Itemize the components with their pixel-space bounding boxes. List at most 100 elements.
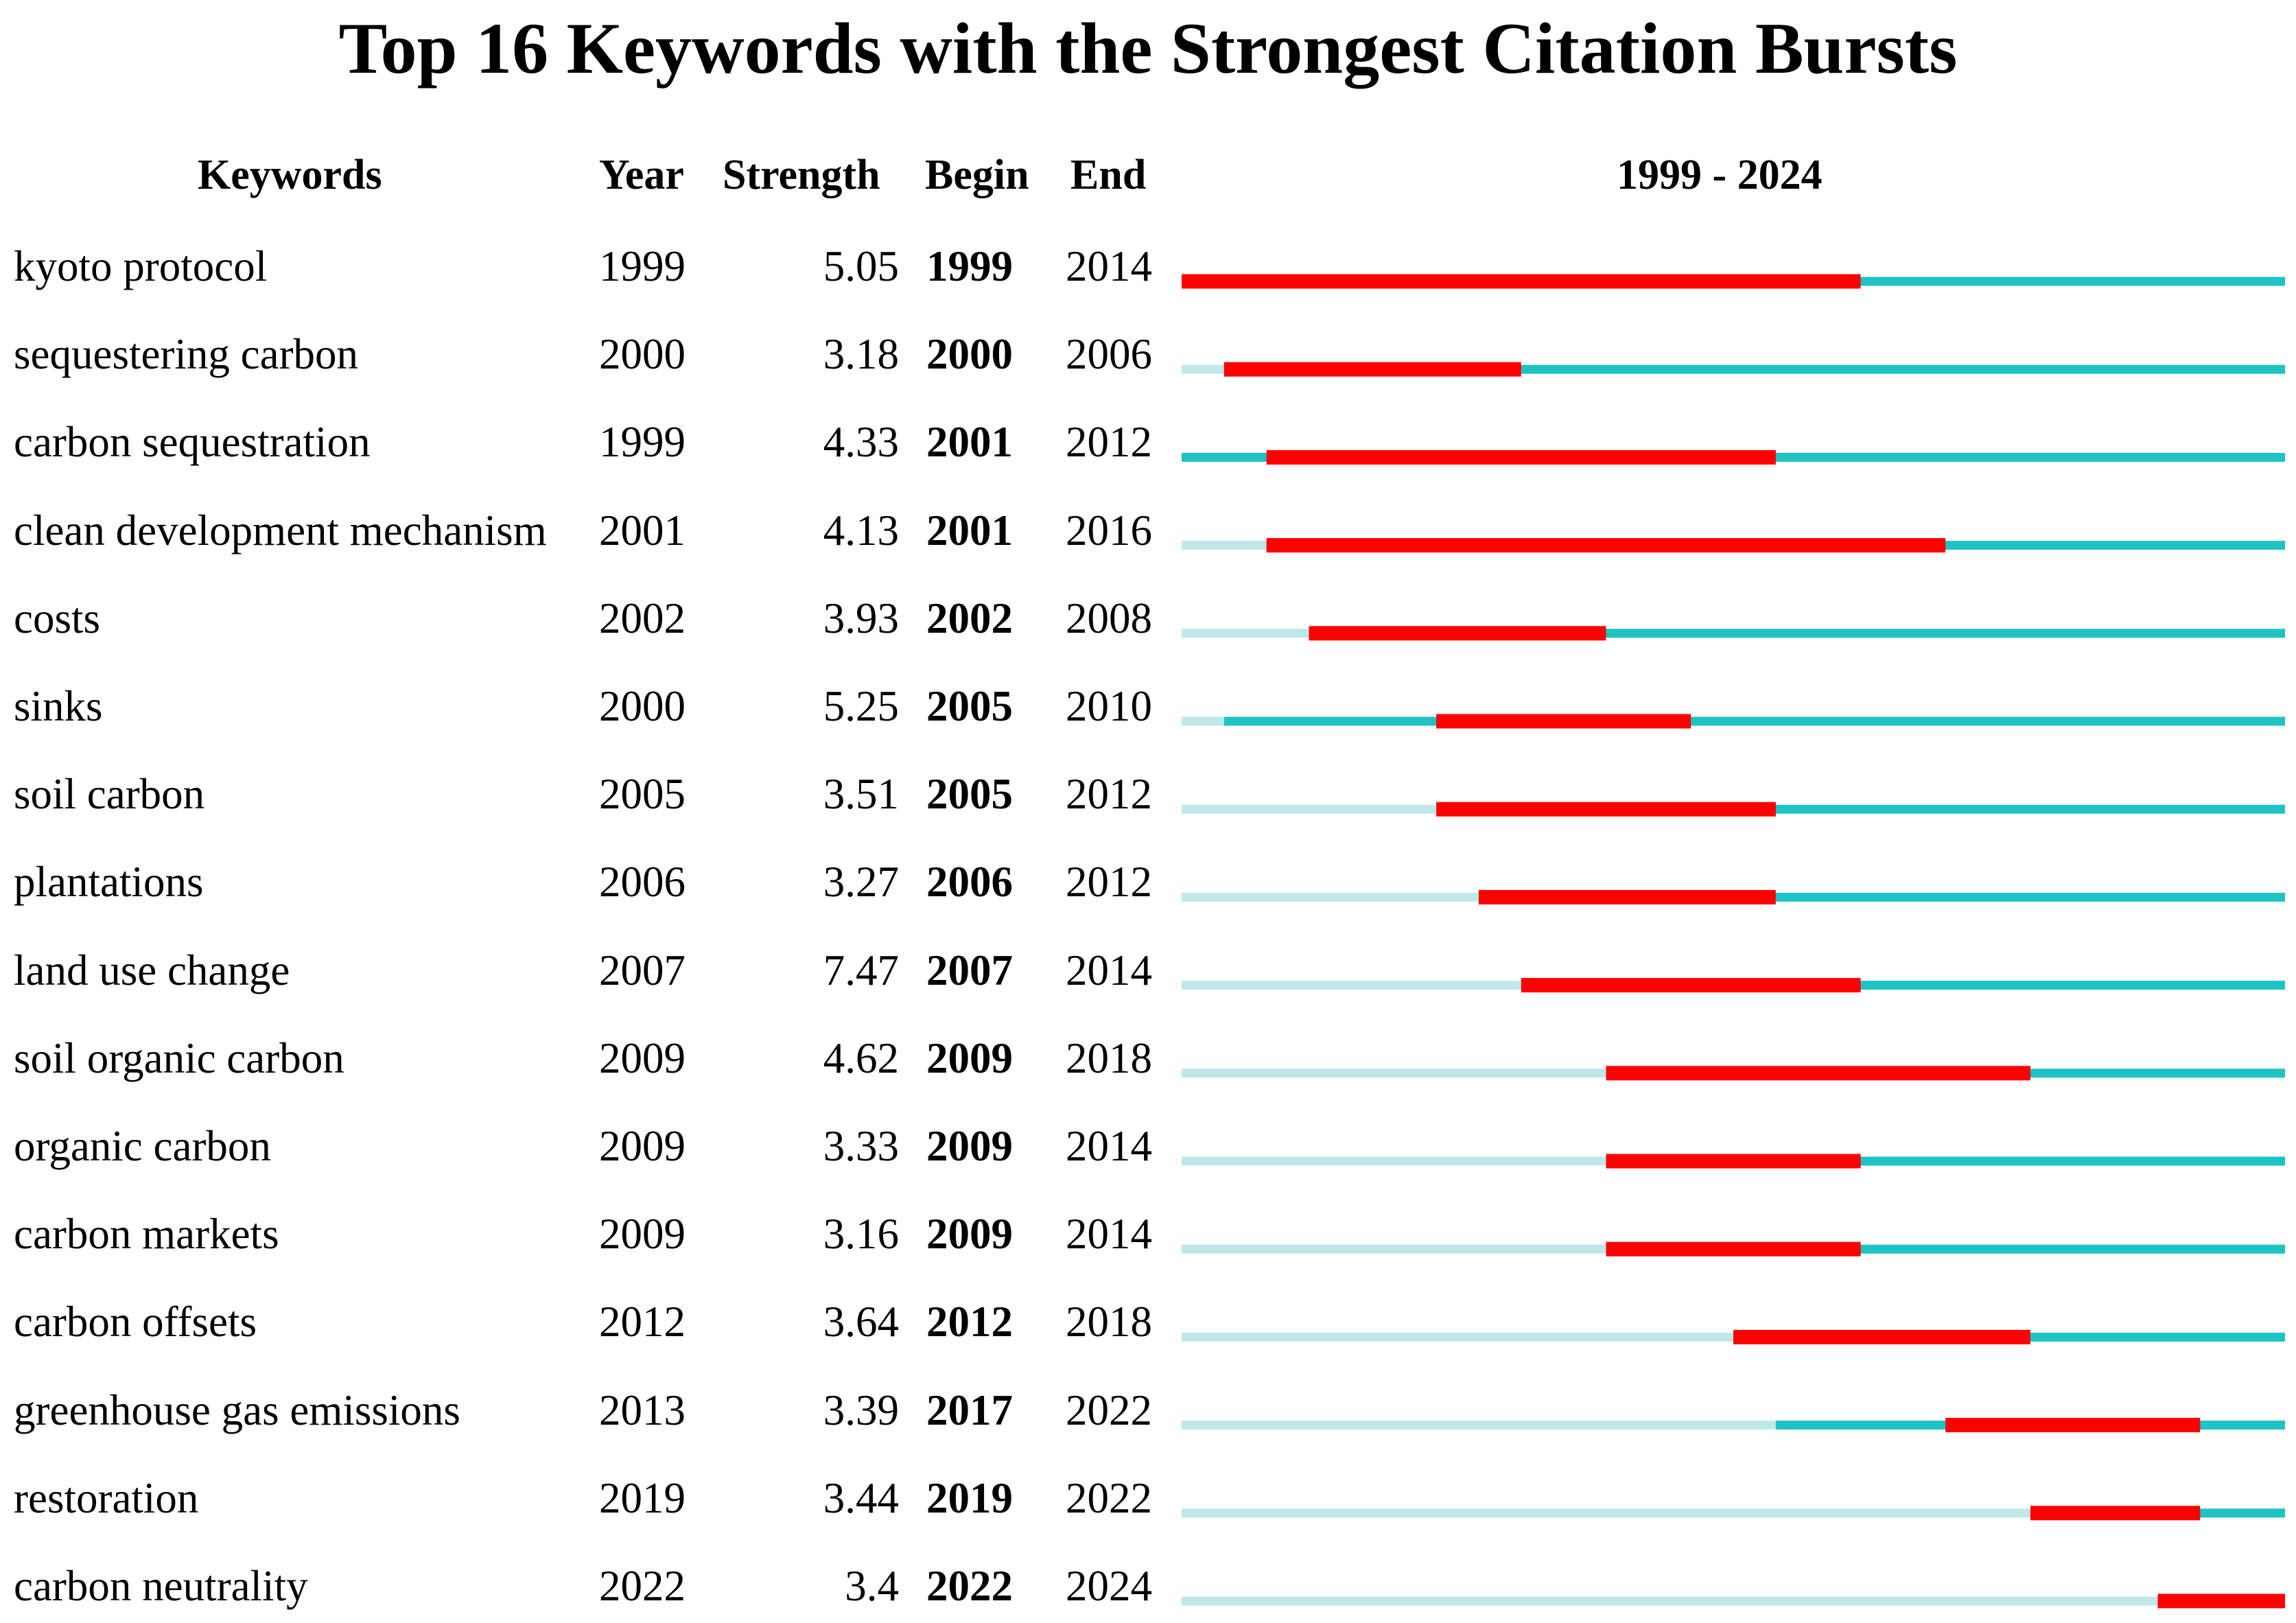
end-cell: 2012 [1066, 858, 1152, 907]
end-cell: 2012 [1066, 418, 1152, 467]
inactive-segment [1182, 364, 1224, 374]
begin-cell: 2007 [926, 946, 1013, 994]
burst-segment [1733, 1329, 2030, 1344]
column-header-year: Year [599, 152, 684, 198]
end-cell: 2014 [1066, 1122, 1152, 1170]
strength-cell: 5.25 [823, 682, 899, 730]
end-cell: 2006 [1066, 330, 1152, 379]
begin-cell: 2017 [926, 1386, 1013, 1434]
end-cell: 2016 [1066, 506, 1152, 554]
burst-segment [1436, 802, 1776, 817]
end-cell: 2012 [1066, 770, 1152, 819]
year-cell: 2006 [599, 858, 686, 907]
inactive-segment [1182, 629, 1309, 638]
keyword-cell: carbon markets [14, 1210, 279, 1259]
column-header-keywords: Keywords [198, 152, 382, 198]
strength-cell: 3.27 [823, 858, 899, 907]
inactive-segment [1182, 981, 1521, 990]
keyword-cell: carbon sequestration [14, 418, 371, 467]
inactive-segment [1182, 1244, 1606, 1254]
end-cell: 2022 [1066, 1473, 1152, 1522]
keyword-cell: clean development mechanism [14, 506, 547, 554]
end-cell: 2024 [1066, 1562, 1152, 1610]
keyword-cell: carbon neutrality [14, 1562, 308, 1610]
end-cell: 2014 [1066, 1210, 1152, 1259]
strength-cell: 7.47 [823, 946, 899, 994]
strength-cell: 3.18 [823, 330, 899, 379]
strength-cell: 3.33 [823, 1122, 899, 1170]
end-cell: 2014 [1066, 946, 1152, 994]
end-cell: 2018 [1066, 1298, 1152, 1346]
end-cell: 2018 [1066, 1034, 1152, 1082]
begin-cell: 2009 [926, 1034, 1013, 1082]
strength-cell: 4.33 [823, 418, 899, 467]
year-cell: 2001 [599, 506, 686, 554]
begin-cell: 2001 [926, 418, 1013, 467]
begin-cell: 2009 [926, 1122, 1013, 1170]
keyword-cell: greenhouse gas emissions [14, 1386, 460, 1434]
year-cell: 1999 [599, 242, 686, 290]
begin-cell: 2005 [926, 682, 1013, 730]
begin-cell: 1999 [926, 242, 1013, 290]
chart-title: Top 16 Keywords with the Strongest Citat… [338, 8, 1958, 89]
year-cell: 2009 [599, 1122, 686, 1170]
strength-cell: 3.39 [823, 1386, 899, 1434]
end-cell: 2010 [1066, 682, 1152, 730]
year-cell: 2009 [599, 1210, 686, 1259]
burst-segment [1478, 889, 1776, 904]
strength-cell: 3.4 [845, 1562, 899, 1610]
inactive-segment [1182, 541, 1267, 550]
active-segment [1223, 716, 2285, 726]
begin-cell: 2022 [926, 1562, 1013, 1610]
strength-cell: 3.51 [823, 770, 899, 819]
year-cell: 2002 [599, 594, 686, 642]
year-cell: 2005 [599, 770, 686, 819]
end-cell: 2014 [1066, 242, 1152, 290]
burst-segment [1521, 978, 1861, 993]
inactive-segment [1182, 804, 1437, 814]
strength-cell: 4.62 [823, 1034, 899, 1082]
strength-cell: 3.16 [823, 1210, 899, 1259]
column-header-time-range: 1999 - 2024 [1617, 152, 1823, 198]
strength-cell: 3.64 [823, 1298, 899, 1346]
inactive-segment [1182, 1596, 2158, 1606]
keyword-cell: land use change [14, 946, 290, 994]
begin-cell: 2012 [926, 1298, 1013, 1346]
begin-cell: 2019 [926, 1473, 1013, 1522]
strength-cell: 5.05 [823, 242, 899, 290]
burst-segment [1266, 538, 1946, 553]
end-cell: 2008 [1066, 594, 1152, 642]
begin-cell: 2005 [926, 770, 1013, 819]
burst-segment [1945, 1418, 2201, 1433]
keyword-cell: soil carbon [14, 770, 205, 819]
begin-cell: 2000 [926, 330, 1013, 379]
keyword-cell: organic carbon [14, 1122, 271, 1170]
begin-cell: 2002 [926, 594, 1013, 642]
burst-segment [1606, 1154, 1861, 1169]
begin-cell: 2006 [926, 858, 1013, 907]
year-cell: 2013 [599, 1386, 686, 1434]
year-cell: 2009 [599, 1034, 686, 1082]
year-cell: 2000 [599, 682, 686, 730]
inactive-segment [1182, 716, 1224, 726]
keyword-cell: carbon offsets [14, 1298, 257, 1346]
year-cell: 1999 [599, 418, 686, 467]
burst-segment [1606, 1241, 1861, 1257]
inactive-segment [1182, 892, 1479, 902]
strength-cell: 3.44 [823, 1473, 899, 1522]
column-header-end: End [1070, 152, 1147, 198]
begin-cell: 2009 [926, 1210, 1013, 1259]
strength-cell: 4.13 [823, 506, 899, 554]
keyword-cell: plantations [14, 858, 204, 907]
burst-segment [1436, 714, 1691, 729]
begin-cell: 2001 [926, 506, 1013, 554]
burst-segment [1182, 274, 1861, 289]
inactive-segment [1182, 1332, 1733, 1342]
inactive-segment [1182, 1069, 1606, 1078]
burst-segment [1309, 626, 1606, 641]
keyword-cell: sinks [14, 682, 103, 730]
keyword-cell: restoration [14, 1473, 199, 1522]
column-header-begin: Begin [925, 152, 1029, 198]
keyword-cell: sequestering carbon [14, 330, 359, 379]
